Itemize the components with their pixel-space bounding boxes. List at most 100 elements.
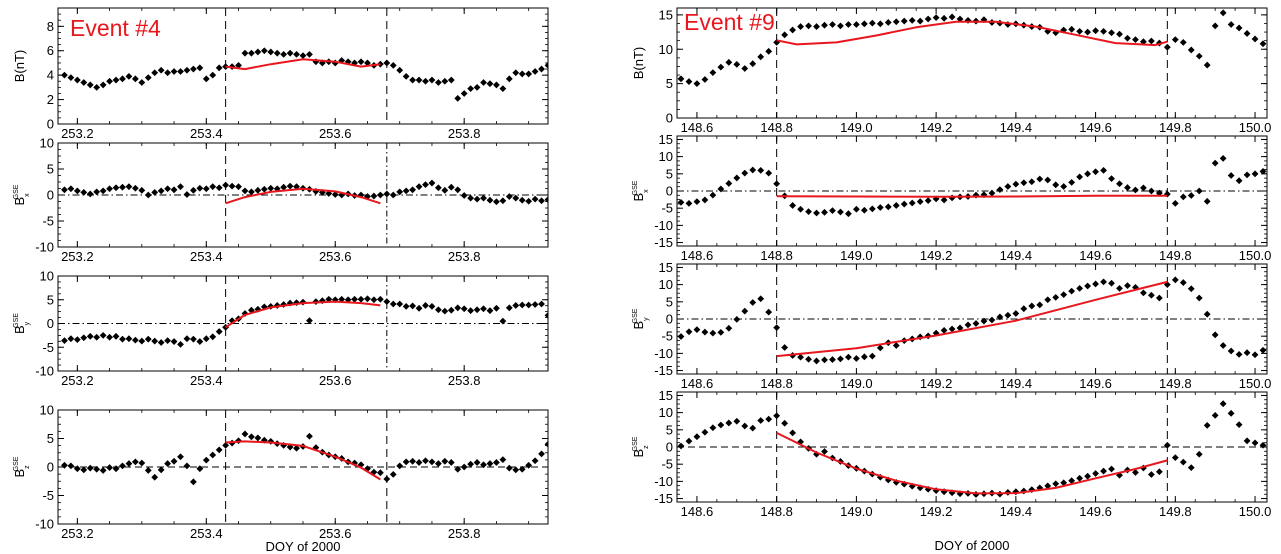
- data-point: [677, 198, 685, 206]
- data-point: [538, 65, 545, 73]
- data-point: [1243, 349, 1251, 357]
- data-point: [1219, 400, 1227, 408]
- x-tick-label: 149.0: [840, 376, 873, 391]
- data-point: [215, 64, 223, 72]
- data-point: [757, 166, 765, 174]
- data-point: [518, 465, 526, 473]
- y-axis-label: ByGSE: [12, 313, 31, 334]
- data-point: [93, 83, 101, 91]
- data-point: [241, 430, 249, 438]
- y-tick-label: 0: [47, 117, 54, 132]
- data-point: [924, 15, 932, 23]
- data-point: [884, 19, 892, 26]
- data-point: [267, 184, 275, 192]
- data-point: [447, 306, 455, 314]
- data-point: [454, 94, 462, 102]
- data-point: [260, 47, 268, 55]
- data-point: [868, 205, 876, 213]
- data-point: [1028, 486, 1036, 494]
- data-point: [454, 304, 462, 312]
- x-tick-label: 149.8: [1159, 120, 1192, 135]
- data-point: [202, 185, 210, 193]
- data-point: [757, 417, 765, 424]
- data-point: [701, 428, 709, 436]
- data-point: [196, 64, 204, 72]
- data-point: [1179, 279, 1187, 286]
- data-point: [1187, 192, 1195, 199]
- data-point: [131, 75, 139, 83]
- panel-1: 253.2 253.4 253.6 253.8 0 2 4 6 8 B(nT): [12, 7, 549, 141]
- data-point: [980, 317, 988, 325]
- data-point: [505, 75, 513, 83]
- data-point: [441, 186, 449, 194]
- data-point: [1187, 464, 1195, 472]
- data-point: [1100, 278, 1107, 286]
- data-point: [845, 21, 852, 28]
- data-point: [1132, 186, 1139, 194]
- panel-3: 253.2 253.4 253.6 253.8 -10 -5 0 5 10 ByGSE: [12, 269, 549, 388]
- fit-curve: [776, 432, 1168, 495]
- data-point: [821, 448, 828, 455]
- data-point: [370, 296, 378, 304]
- data-point: [1084, 472, 1092, 480]
- data-point: [1227, 172, 1235, 179]
- x-tick-label: 253.4: [190, 249, 223, 264]
- data-point: [837, 22, 844, 30]
- data-point: [67, 335, 75, 343]
- data-point: [908, 16, 916, 24]
- data-point: [1163, 190, 1171, 198]
- y-tick-label: 0: [47, 188, 54, 203]
- data-point: [351, 295, 358, 303]
- data-point: [677, 333, 685, 340]
- y-axis-label: BxGSE: [12, 184, 31, 205]
- x-tick-label: 149.6: [1079, 376, 1112, 391]
- x-tick-label: 148.6: [681, 120, 714, 135]
- data-point: [693, 326, 701, 334]
- x-tick-label: 149.4: [1000, 120, 1033, 135]
- y-tick-label: -10: [35, 240, 54, 255]
- data-point: [415, 459, 423, 466]
- data-point: [486, 307, 494, 315]
- data-point: [80, 189, 88, 196]
- data-point: [164, 185, 172, 193]
- data-point: [402, 303, 410, 310]
- data-point: [964, 321, 972, 329]
- series-layer: [677, 276, 1267, 365]
- data-point: [248, 433, 255, 441]
- data-point: [1124, 184, 1131, 191]
- data-point: [460, 192, 468, 199]
- data-point: [112, 465, 120, 473]
- data-point: [376, 469, 384, 477]
- data-point: [235, 61, 242, 69]
- y-tick-label: 0: [666, 184, 673, 199]
- data-point: [1052, 29, 1060, 37]
- data-point: [544, 312, 548, 319]
- data-point: [119, 183, 126, 191]
- data-point: [1052, 480, 1060, 488]
- data-point: [144, 467, 152, 474]
- data-point: [441, 307, 449, 315]
- data-point: [709, 69, 717, 77]
- data-point: [260, 185, 268, 193]
- data-point: [813, 23, 820, 30]
- x-tick-label: 150.0: [1239, 248, 1272, 263]
- data-point: [1116, 285, 1123, 292]
- x-tick-label: 149.2: [920, 120, 953, 135]
- data-point: [293, 51, 300, 58]
- data-point: [357, 58, 365, 66]
- data-point: [988, 316, 996, 324]
- data-point: [299, 52, 307, 60]
- data-point: [538, 450, 545, 458]
- data-point: [538, 300, 545, 308]
- x-tick-label: 148.8: [760, 376, 793, 391]
- data-point: [112, 332, 120, 340]
- data-point: [428, 303, 436, 310]
- x-axis-label: DOY of 2000: [266, 539, 341, 554]
- data-point: [493, 304, 500, 312]
- series-layer: [61, 47, 548, 102]
- fit-curve: [225, 58, 381, 71]
- data-point: [119, 335, 126, 343]
- data-point: [1227, 347, 1235, 355]
- y-tick-label: 8: [47, 19, 54, 34]
